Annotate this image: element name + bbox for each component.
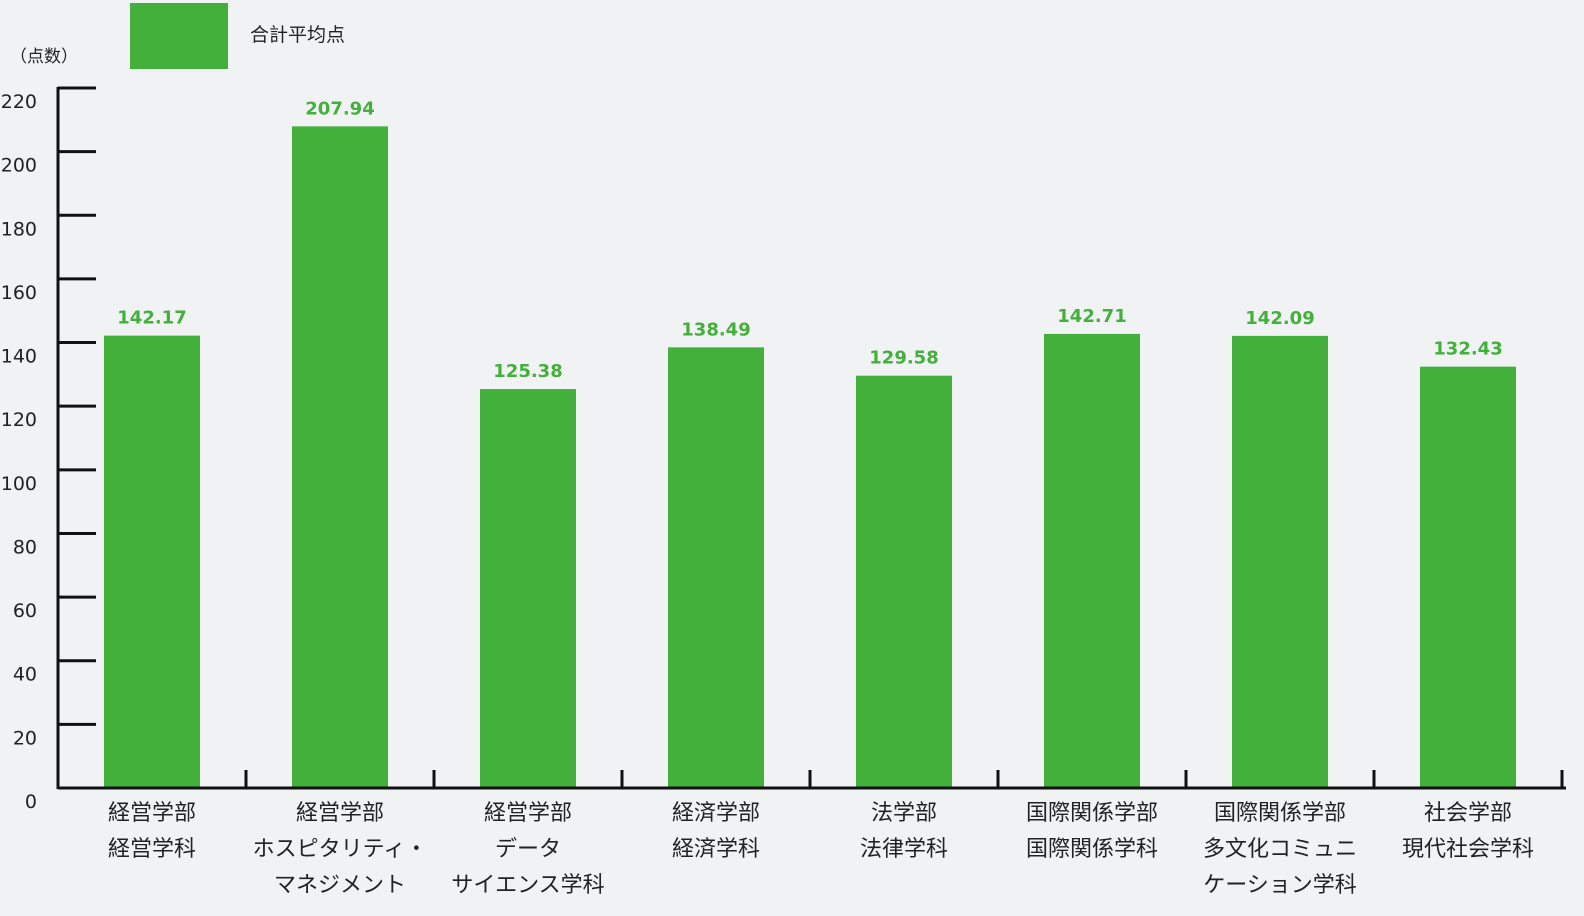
category-label: 多文化コミュニ: [1203, 837, 1357, 862]
legend: 合計平均点: [130, 3, 345, 69]
bar: [856, 375, 952, 788]
bar-value-label: 142.17: [117, 308, 186, 329]
y-tick-label: 40: [13, 664, 37, 686]
y-tick-label: 120: [1, 409, 37, 431]
y-tick-label: 0: [25, 791, 37, 813]
category-label: 経営学部: [484, 801, 572, 826]
category-label: 国際関係学部: [1214, 801, 1346, 826]
value-labels-group: 142.17 207.94 125.38 138.49 129.58 142.71 142.…: [117, 98, 1502, 382]
bars-group: [104, 126, 1516, 788]
bar: [104, 335, 200, 788]
category-label: ホスピタリティ・: [253, 837, 428, 862]
category-label: サイエンス学科: [451, 873, 604, 898]
y-axis-unit-label: （点数）: [10, 47, 78, 67]
y-tick-label: 160: [1, 282, 37, 304]
y-tick-label: 20: [13, 727, 37, 749]
y-tick-label: 220: [1, 91, 37, 113]
y-ticks-group: 0 20 40 60 80 100 120 140 160 180 200 220: [1, 86, 96, 813]
category-label: 経営学科: [108, 837, 196, 862]
legend-swatch: [130, 3, 228, 69]
bar: [1420, 366, 1516, 788]
category-label: 国際関係学部: [1026, 801, 1158, 826]
bar-value-label: 142.09: [1245, 308, 1314, 329]
category-label: ケーション学科: [1203, 873, 1357, 898]
y-tick-label: 180: [1, 218, 37, 240]
y-tick-label: 140: [1, 346, 37, 368]
category-label: マネジメント: [274, 873, 406, 898]
bar-value-label: 129.58: [869, 348, 938, 369]
category-labels-group: 経営学部経営学科経営学部ホスピタリティ・マネジメント経営学部データサイエンス学科…: [108, 801, 1534, 898]
y-tick-label: 60: [13, 600, 37, 622]
category-label: 経済学科: [672, 837, 760, 862]
category-label: 社会学部: [1424, 801, 1512, 826]
legend-label: 合計平均点: [250, 24, 345, 46]
bar-value-label: 138.49: [681, 319, 750, 340]
y-tick-label: 80: [13, 536, 37, 558]
y-tick-label: 200: [1, 155, 37, 177]
category-label: 経営学部: [108, 801, 196, 826]
category-label: 法律学科: [860, 837, 948, 862]
category-label: 法学部: [871, 801, 937, 826]
bar-value-label: 207.94: [305, 98, 374, 119]
bar: [1044, 333, 1140, 788]
category-label: 国際関係学科: [1026, 837, 1158, 862]
bar: [480, 389, 576, 788]
bar: [668, 347, 764, 788]
bar: [292, 126, 388, 788]
bar-value-label: 132.43: [1433, 339, 1502, 360]
category-label: 経営学部: [296, 801, 384, 826]
bar-value-label: 142.71: [1057, 306, 1126, 327]
bar: [1232, 335, 1328, 788]
category-label: 現代社会学科: [1402, 837, 1534, 862]
bar-value-label: 125.38: [493, 361, 562, 382]
y-tick-label: 100: [1, 473, 37, 495]
category-label: 経済学部: [672, 801, 760, 826]
axes-group: [56, 87, 1566, 790]
category-label: データ: [495, 837, 561, 862]
